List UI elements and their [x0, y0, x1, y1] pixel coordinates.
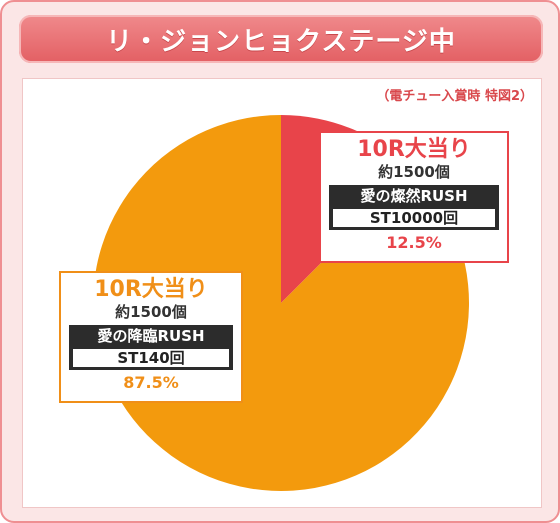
slice-0-mode-box: 愛の燦然RUSH ST10000回: [329, 185, 499, 230]
page-title: リ・ジョンヒョクステージ中: [19, 15, 543, 63]
slice-0-title: 10R大当り: [357, 137, 471, 162]
slice-label-red: 10R大当り 約1500個 愛の燦然RUSH ST10000回 12.5%: [319, 131, 509, 263]
slice-0-balls: 約1500個: [378, 163, 450, 181]
slice-label-orange: 10R大当り 約1500個 愛の降臨RUSH ST140回 87.5%: [59, 271, 243, 403]
slice-1-mode-box: 愛の降臨RUSH ST140回: [69, 325, 233, 370]
slice-0-percent: 12.5%: [386, 233, 442, 252]
slice-1-mode: 愛の降臨RUSH: [97, 327, 205, 345]
slice-1-balls: 約1500個: [115, 303, 187, 321]
slice-1-st: ST140回: [73, 349, 229, 367]
chart-note: （電チュー入賞時 特図2）: [376, 89, 533, 104]
slice-0-mode: 愛の燦然RUSH: [360, 187, 468, 205]
chart-panel: （電チュー入賞時 特図2） 10R大当り 約1500個 愛の燦然RUSH ST1…: [22, 78, 542, 508]
slice-1-title: 10R大当り: [94, 277, 208, 302]
slice-0-st: ST10000回: [333, 209, 495, 227]
slice-1-percent: 87.5%: [123, 373, 179, 392]
